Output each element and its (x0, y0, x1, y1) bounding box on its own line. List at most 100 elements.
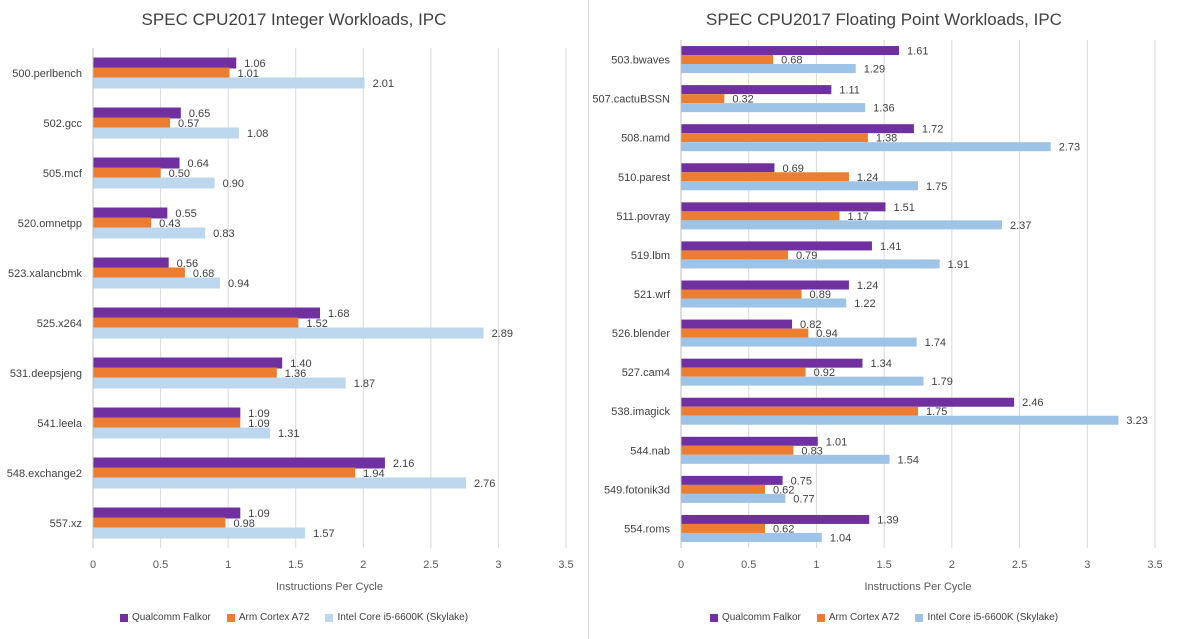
data-label: 0.83 (801, 445, 822, 457)
data-label: 1.24 (857, 280, 878, 292)
category-label: 541.leela (37, 418, 83, 430)
data-label: 0.79 (796, 250, 817, 262)
legend-label: Qualcomm Falkor (721, 612, 801, 623)
bar (681, 181, 918, 191)
data-label: 0.62 (773, 523, 794, 535)
category-label: 507.cactuBSSN (592, 94, 670, 106)
category-label: 526.blender (612, 328, 670, 340)
data-label: 1.72 (922, 124, 943, 136)
bar (93, 77, 365, 89)
data-label: 1.39 (877, 514, 898, 526)
bar (93, 527, 306, 539)
x-tick-label: 1 (813, 559, 819, 571)
data-label: 1.75 (926, 406, 947, 418)
category-label: 531.deepsjeng (10, 368, 82, 380)
data-label: 0.92 (814, 367, 835, 379)
data-label: 1.01 (826, 436, 847, 448)
x-tick-label: 2.5 (423, 559, 438, 571)
bar (681, 328, 809, 338)
bar (681, 415, 1119, 425)
data-label: 1.61 (907, 46, 928, 58)
bar (681, 436, 818, 446)
category-label: 544.nab (630, 445, 670, 457)
data-label: 1.40 (290, 358, 311, 370)
category-label: 520.omnetpp (18, 218, 82, 230)
bar (93, 357, 283, 369)
data-label: 1.38 (876, 133, 897, 145)
x-tick-label: 2 (360, 559, 366, 571)
bar (93, 427, 271, 439)
data-label: 0.55 (175, 208, 196, 220)
bar (93, 207, 168, 219)
data-label: 1.06 (244, 58, 265, 70)
bar (681, 475, 783, 485)
data-label: 0.32 (732, 94, 753, 106)
category-label: 549.fotonik3d (604, 484, 670, 496)
data-label: 2.37 (1010, 220, 1031, 232)
data-label: 1.75 (926, 181, 947, 193)
bar (681, 319, 793, 329)
bar (681, 85, 832, 95)
bar (93, 57, 237, 69)
legend-swatch (816, 613, 825, 622)
legend-label: Qualcomm Falkor (131, 612, 211, 623)
legend-swatch (915, 613, 924, 622)
bar (681, 523, 765, 533)
data-label: 2.01 (373, 78, 394, 90)
bar (681, 64, 856, 74)
bar (93, 107, 181, 119)
bar (681, 103, 866, 113)
category-label: 557.xz (50, 518, 82, 530)
category-label: 525.x264 (37, 318, 82, 330)
x-tick-label: 1 (225, 559, 231, 571)
bar (681, 358, 863, 368)
data-label: 1.08 (247, 128, 268, 140)
data-label: 1.74 (925, 337, 946, 349)
data-label: 1.57 (313, 528, 334, 540)
x-tick-label: 3.5 (1147, 559, 1162, 571)
chart-legend: Qualcomm Falkor Arm Cortex A72 Intel Core … (0, 612, 588, 623)
data-label: 0.50 (169, 168, 190, 180)
legend-entry: Qualcomm Falkor (119, 612, 211, 623)
x-tick-label: 3 (1084, 559, 1090, 571)
bar (681, 289, 802, 299)
bar (93, 227, 206, 239)
data-label: 1.79 (931, 376, 952, 388)
category-label: 503.bwaves (611, 55, 670, 67)
category-label: 538.imagick (611, 406, 670, 418)
bar (93, 277, 221, 289)
data-label: 0.75 (791, 475, 812, 487)
bar (93, 477, 466, 489)
bar (93, 67, 230, 79)
data-label: 1.09 (248, 418, 269, 430)
x-tick-label: 0.5 (741, 559, 756, 571)
bar (93, 257, 169, 269)
bar (681, 445, 794, 455)
data-label: 0.82 (800, 319, 821, 331)
bar (93, 217, 152, 229)
x-tick-label: 3 (495, 559, 501, 571)
bar (93, 457, 385, 469)
legend-swatch (325, 613, 334, 622)
data-label: 1.09 (248, 408, 269, 420)
x-tick-label: 0 (678, 559, 684, 571)
x-tick-label: 1.5 (876, 559, 891, 571)
bar (681, 454, 890, 464)
category-label: 511.povray (616, 211, 670, 223)
data-label: 0.94 (816, 328, 837, 340)
bar (93, 127, 239, 139)
data-label: 1.94 (363, 468, 384, 480)
data-label: 0.98 (233, 518, 254, 530)
data-label: 0.57 (178, 118, 199, 130)
category-label: 508.namd (621, 133, 670, 145)
data-label: 1.24 (857, 172, 878, 184)
legend-label: Arm Cortex A72 (238, 612, 310, 623)
bar (93, 117, 171, 129)
fp-chart-panel: SPEC CPU2017 Floating Point Workloads, I… (589, 0, 1179, 639)
bar (681, 376, 924, 386)
bar (681, 55, 774, 65)
bar (681, 406, 918, 416)
data-label: 1.04 (830, 532, 851, 544)
category-label: 523.xalancbmk (8, 268, 82, 280)
bar (93, 407, 241, 419)
